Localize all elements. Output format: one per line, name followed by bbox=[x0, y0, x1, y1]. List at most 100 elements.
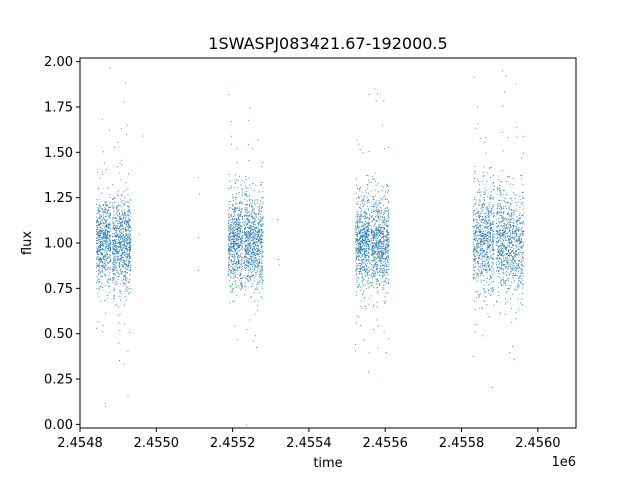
data-point bbox=[232, 204, 234, 206]
data-point bbox=[244, 264, 246, 266]
data-point bbox=[370, 229, 372, 231]
data-point bbox=[118, 273, 120, 275]
data-point bbox=[113, 224, 115, 226]
data-point bbox=[118, 236, 120, 238]
data-point bbox=[96, 225, 98, 227]
data-point bbox=[356, 256, 358, 258]
data-point bbox=[487, 223, 489, 224]
data-point bbox=[377, 251, 379, 253]
data-point bbox=[235, 221, 236, 223]
data-point bbox=[380, 236, 382, 238]
data-point bbox=[505, 253, 507, 255]
data-point bbox=[373, 265, 375, 267]
data-point bbox=[521, 245, 523, 247]
data-point bbox=[511, 242, 512, 244]
data-point bbox=[231, 237, 233, 239]
data-point bbox=[126, 265, 128, 267]
data-point bbox=[241, 278, 242, 280]
data-point bbox=[511, 269, 513, 271]
data-point bbox=[522, 242, 524, 243]
data-point bbox=[237, 267, 239, 269]
data-point bbox=[493, 236, 495, 238]
data-point bbox=[242, 235, 244, 237]
data-point bbox=[238, 215, 240, 217]
data-point bbox=[112, 183, 114, 185]
data-point bbox=[249, 244, 251, 246]
data-point bbox=[367, 282, 369, 284]
data-point bbox=[376, 241, 378, 243]
data-point bbox=[375, 263, 376, 265]
data-point bbox=[484, 254, 486, 256]
data-point bbox=[112, 222, 114, 223]
data-point bbox=[361, 263, 362, 265]
data-point bbox=[118, 242, 120, 244]
data-point bbox=[373, 273, 374, 275]
data-point bbox=[359, 243, 361, 245]
data-point bbox=[379, 240, 381, 242]
data-point bbox=[366, 250, 368, 252]
data-point bbox=[127, 239, 129, 241]
data-point bbox=[357, 277, 359, 279]
data-point bbox=[126, 222, 128, 224]
data-point bbox=[106, 253, 108, 255]
data-point bbox=[366, 228, 368, 230]
data-point bbox=[125, 245, 127, 247]
data-point bbox=[381, 270, 383, 272]
data-point bbox=[364, 232, 366, 234]
data-point bbox=[376, 272, 378, 274]
data-point bbox=[238, 246, 240, 248]
data-point bbox=[115, 227, 117, 229]
data-point bbox=[118, 265, 120, 267]
data-point bbox=[124, 268, 126, 270]
data-point bbox=[490, 287, 492, 289]
data-point bbox=[128, 260, 130, 262]
data-point bbox=[232, 222, 234, 224]
data-point bbox=[246, 249, 248, 251]
data-point bbox=[364, 212, 366, 214]
data-point bbox=[232, 264, 234, 266]
data-point bbox=[101, 254, 103, 256]
data-point bbox=[387, 252, 389, 254]
data-point bbox=[129, 243, 131, 245]
data-point bbox=[520, 274, 522, 276]
data-point bbox=[373, 231, 375, 233]
data-point bbox=[232, 241, 234, 243]
data-point bbox=[355, 260, 357, 262]
data-point bbox=[359, 251, 361, 252]
data-point bbox=[236, 203, 238, 205]
data-point bbox=[373, 259, 375, 261]
data-point bbox=[252, 182, 254, 184]
data-point bbox=[376, 242, 378, 244]
data-point bbox=[97, 266, 99, 268]
data-point bbox=[248, 258, 250, 260]
data-point bbox=[501, 215, 502, 217]
data-point bbox=[491, 207, 493, 209]
data-point bbox=[387, 241, 389, 243]
data-point bbox=[255, 234, 256, 235]
data-point bbox=[239, 260, 240, 262]
data-point bbox=[254, 264, 256, 266]
data-point bbox=[97, 210, 99, 212]
data-point bbox=[115, 241, 117, 243]
data-point bbox=[259, 253, 261, 255]
data-point bbox=[99, 260, 101, 262]
data-point bbox=[368, 199, 370, 200]
data-point bbox=[260, 184, 262, 186]
data-point bbox=[129, 255, 131, 257]
data-point bbox=[238, 208, 240, 210]
data-point bbox=[384, 279, 386, 281]
data-point bbox=[509, 258, 511, 260]
data-point bbox=[238, 215, 240, 217]
data-point bbox=[252, 245, 254, 247]
data-point bbox=[98, 235, 100, 237]
data-point bbox=[125, 286, 127, 288]
data-point bbox=[375, 239, 377, 241]
data-point bbox=[110, 266, 112, 268]
data-point bbox=[122, 285, 124, 286]
data-point bbox=[507, 268, 509, 270]
data-point bbox=[260, 243, 262, 245]
data-point bbox=[234, 227, 236, 229]
data-point bbox=[245, 248, 247, 250]
data-point bbox=[247, 275, 249, 277]
data-point bbox=[102, 270, 104, 272]
